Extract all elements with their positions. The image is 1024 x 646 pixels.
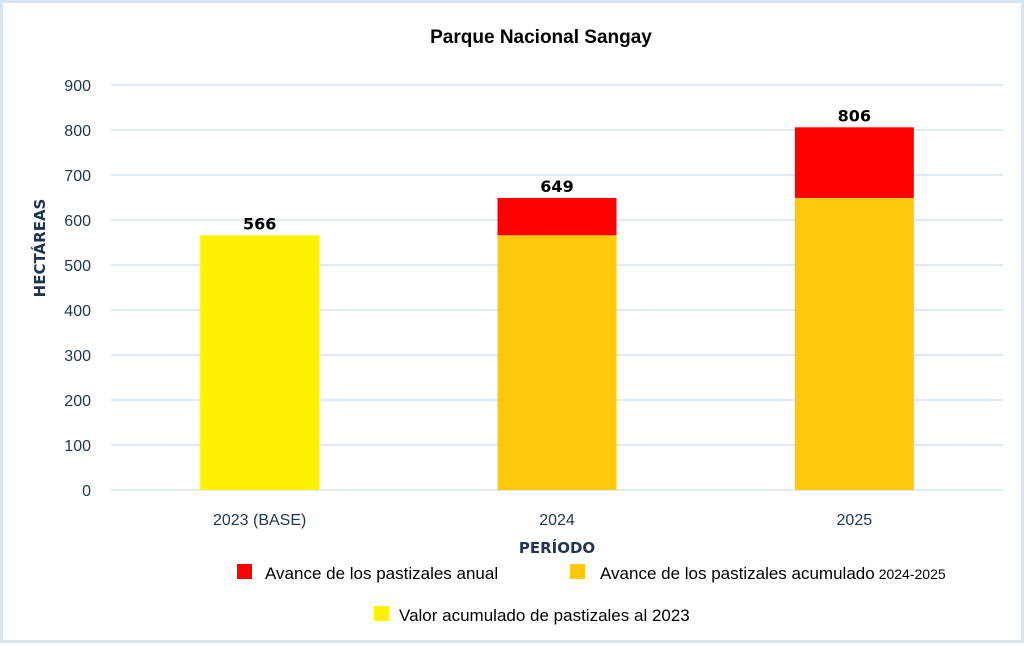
legend-swatch-anual [237,564,252,579]
y-tick-label: 700 [64,168,91,185]
bar-segment[interactable] [794,197,914,490]
legend-label-base: Valor acumulado de pastizales al 2023 [399,606,690,625]
x-tick-label: 2024 [539,512,575,529]
y-tick-label: 900 [64,78,91,95]
y-axis-ticks: 0 100 200 300 400 500 600 700 800 900 [64,78,91,500]
legend-swatch-acumulado [570,564,585,579]
y-tick-label: 600 [64,213,91,230]
chart-title: Parque Nacional Sangay [430,27,652,48]
legend-item-base[interactable]: Valor acumulado de pastizales al 2023 [374,606,690,625]
x-tick-label: 2023 (BASE) [213,512,306,529]
data-label: 806 [838,106,871,125]
bar-segment[interactable] [794,127,914,198]
legend-swatch-base [374,606,389,621]
legend-item-anual[interactable]: Avance de los pastizales anual [237,564,498,583]
data-label: 649 [540,177,573,196]
legend-label-anual: Avance de los pastizales anual [265,564,498,583]
bar-segment[interactable] [497,197,617,236]
legend-item-acumulado[interactable]: Avance de los pastizales acumulado 2024-2… [570,564,946,583]
legend-label-acumulado-suffix: 2024-2025 [879,566,946,582]
y-tick-label: 200 [64,393,91,410]
bar-segment[interactable] [497,235,617,490]
y-tick-label: 300 [64,348,91,365]
y-axis-title: HECTÁREAS [30,199,49,298]
legend-label-acumulado: Avance de los pastizales acumulado 2024-2… [600,564,946,583]
x-axis-ticks: 2023 (BASE) 2024 2025 [213,512,872,529]
legend-label-acumulado-main: Avance de los pastizales acumulado [600,564,875,583]
y-tick-label: 400 [64,303,91,320]
bars [200,127,914,490]
y-tick-label: 0 [82,483,91,500]
data-labels: 566 649 806 [243,106,871,233]
legend: Avance de los pastizales anual Avance de… [237,564,946,625]
bar-segment[interactable] [200,235,320,490]
bar-chart: Parque Nacional Sangay 0 100 200 300 400 500 6… [30,27,1003,625]
y-tick-label: 100 [64,438,91,455]
y-tick-label: 500 [64,258,91,275]
data-label: 566 [243,214,276,233]
x-axis-title: PERÍODO [519,538,595,557]
y-tick-label: 800 [64,123,91,140]
x-tick-label: 2025 [837,512,873,529]
